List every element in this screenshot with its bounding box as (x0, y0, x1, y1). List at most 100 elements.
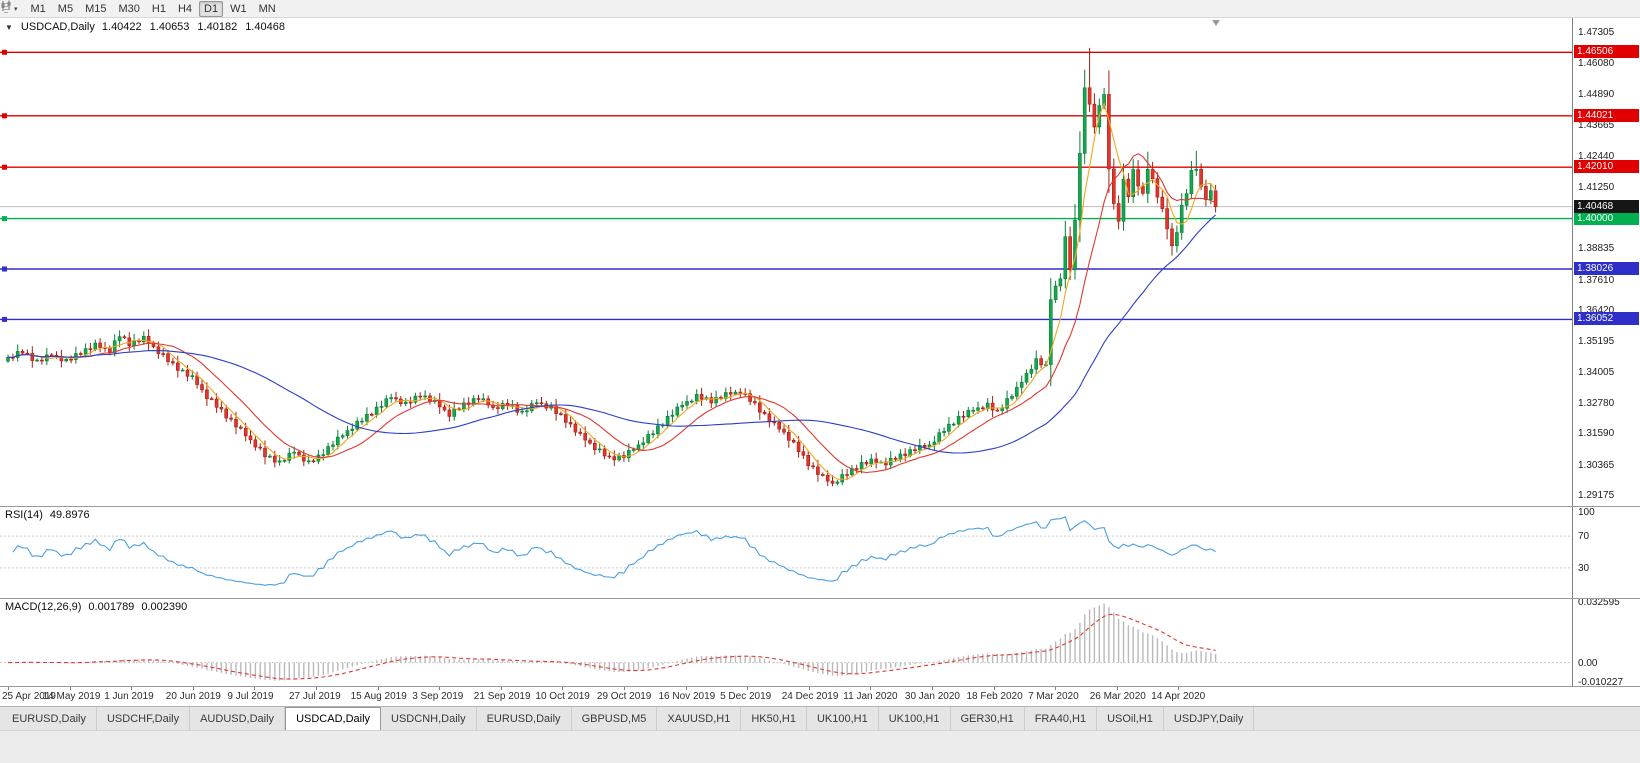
candlestick-chart-icon (1, 0, 11, 11)
chart-type-dropdown[interactable]: ▾ (1, 0, 18, 13)
rsi-label: RSI(14) 49.8976 (5, 509, 90, 521)
timeframe-button-m30[interactable]: M30 (118, 2, 140, 15)
quote-open: 1.40422 (101, 21, 142, 33)
price-tick-label: 1.41250 (1578, 181, 1615, 193)
chart-tab-xauusd-h1[interactable]: XAUUSD,H1 (657, 707, 742, 730)
date-label: 16 Nov 2019 (658, 691, 716, 702)
time-tick (993, 687, 995, 690)
date-label: 1 Jun 2019 (104, 691, 154, 702)
level-price-badge: 1.36052 (1574, 312, 1639, 326)
time-tick (747, 687, 749, 690)
macd-panel[interactable]: MACD(12,26,9) 0.001789 0.002390 (0, 598, 1572, 686)
timeframe-button-m15[interactable]: M15 (85, 2, 107, 15)
chart-tab-audusd-daily[interactable]: AUDUSD,Daily (190, 707, 286, 730)
price-tick-label: 1.35195 (1578, 336, 1615, 348)
time-tick (623, 687, 625, 690)
time-tick (500, 687, 502, 690)
chart-tab-gbpusd-m5[interactable]: GBPUSD,M5 (571, 707, 658, 730)
level-price-badge: 1.40000 (1574, 211, 1639, 225)
date-label: 11 Jan 2020 (843, 691, 898, 702)
macd-label: MACD(12,26,9) 0.001789 0.002390 (5, 601, 187, 613)
price-tick-label: 1.43665 (1578, 119, 1615, 131)
time-tick (254, 687, 256, 690)
date-label: 3 Sep 2019 (412, 691, 464, 702)
time-tick (685, 687, 687, 690)
chart-shift-marker[interactable] (1212, 20, 1220, 26)
level-price-badge: 1.38026 (1574, 262, 1639, 275)
chart-tab-eurusd-daily[interactable]: EURUSD,Daily (476, 707, 572, 730)
price-tick-label: 1.46080 (1578, 58, 1615, 70)
time-tick (1055, 687, 1057, 690)
chart-tab-fra40-h1[interactable]: FRA40,H1 (1024, 707, 1098, 730)
main-chart-panel[interactable]: ▼ USDCAD,Daily 1.40422 1.40653 1.40182 1… (0, 18, 1572, 506)
price-tick-label: 1.34005 (1578, 366, 1615, 378)
price-tick-label: 1.47305 (1578, 26, 1615, 38)
timeframes-toolbar: ▾ M1 M5 M15 M30 H1 H4 D1 W1 MN (0, 0, 1640, 18)
toolbar-grip-handle[interactable] (4, 2, 8, 15)
macd-tick-label: -0.010227 (1578, 676, 1624, 688)
price-tick-label: 1.32780 (1578, 398, 1615, 409)
rsi-chart[interactable] (0, 506, 1572, 598)
price-tick-label: 1.30365 (1578, 459, 1615, 471)
time-tick (1116, 687, 1118, 690)
chart-tab-usdjpy-daily[interactable]: USDJPY,Daily (1163, 707, 1255, 730)
rsi-panel[interactable]: RSI(14) 49.8976 (0, 506, 1572, 598)
chart-tab-usdchf-daily[interactable]: USDCHF,Daily (96, 707, 191, 730)
date-label: 29 Oct 2019 (596, 691, 652, 702)
timeframe-button-w1[interactable]: W1 (230, 2, 247, 15)
time-tick (439, 687, 441, 690)
chart-tab-ger30-h1[interactable]: GER30,H1 (950, 707, 1025, 730)
date-label: 18 Feb 2020 (966, 691, 1023, 702)
macd-chart[interactable] (0, 598, 1572, 686)
quote-low: 1.40182 (197, 21, 238, 33)
panel-separator[interactable] (0, 506, 1640, 507)
chart-tab-uk100-h1[interactable]: UK100,H1 (878, 707, 951, 730)
candles (6, 47, 1218, 487)
chart-tab-usoil-h1[interactable]: USOil,H1 (1097, 707, 1164, 730)
date-label: 21 Sep 2019 (473, 691, 531, 702)
rsi-value: 49.8976 (49, 509, 90, 521)
level-price-badge: 1.46506 (1574, 45, 1639, 59)
symbol-dropdown-icon[interactable]: ▼ (5, 22, 13, 32)
timeframe-button-h4[interactable]: H4 (177, 2, 193, 15)
panel-separator[interactable] (0, 598, 1640, 599)
time-tick (316, 687, 317, 690)
time-tick (69, 687, 71, 690)
date-label: 27 Jul 2019 (289, 691, 341, 702)
price-tick-label: 1.42440 (1578, 151, 1615, 163)
time-tick (1178, 687, 1180, 690)
chart-tab-hk50-h1[interactable]: HK50,H1 (741, 707, 807, 730)
time-tick (192, 687, 194, 690)
rsi-title: RSI(14) (5, 509, 43, 521)
timeframe-button-h1[interactable]: H1 (151, 2, 166, 15)
chevron-down-icon: ▾ (14, 5, 18, 13)
level-price-badge: 1.44021 (1574, 108, 1639, 122)
level-price-badge: 1.42010 (1574, 160, 1639, 174)
price-tick-label: 1.38835 (1578, 243, 1615, 255)
price-axis[interactable]: 1.47305 1.46080 1.44890 1.43665 1.42440 1.412… (1572, 18, 1640, 688)
time-tick (131, 687, 133, 690)
timeframe-button-m5[interactable]: M5 (57, 2, 74, 15)
chart-area: ▼ USDCAD,Daily 1.40422 1.40653 1.40182 1… (0, 18, 1640, 706)
date-label: 14 Apr 2020 (1151, 691, 1206, 702)
timeframe-buttons: M1 M5 M15 M30 H1 H4 D1 W1 MN (25, 0, 282, 17)
timeframe-button-d1[interactable]: D1 (199, 0, 224, 17)
ohlc-quote-line: ▼ USDCAD,Daily 1.40422 1.40653 1.40182 1… (5, 21, 285, 33)
quote-close: 1.40468 (245, 21, 285, 33)
candlestick-chart[interactable] (0, 18, 1572, 506)
chart-tab-eurusd-daily[interactable]: EURUSD,Daily (2, 707, 97, 730)
time-tick (8, 687, 9, 690)
date-label: 26 Mar 2020 (1089, 691, 1146, 702)
timeframe-button-mn[interactable]: MN (258, 2, 276, 15)
timeframe-button-m1[interactable]: M1 (30, 2, 46, 15)
price-tick-label: 1.44890 (1578, 88, 1615, 100)
macd-value-signal: 0.002390 (141, 601, 188, 613)
chart-tabs-bar: EURUSD,Daily USDCHF,Daily AUDUSD,Daily USDC… (0, 706, 1640, 730)
quote-high: 1.40653 (149, 21, 190, 33)
chart-tab-usdcnh-daily[interactable]: USDCNH,Daily (381, 707, 477, 730)
chart-tab-usdcad-daily[interactable]: USDCAD,Daily (285, 707, 382, 730)
current-price-badge: 1.40468 (1574, 199, 1639, 213)
time-axis[interactable]: 25 Apr 2019 14 May 2019 1 Jun 2019 20 Jun 2… (0, 686, 1640, 706)
chart-tab-uk100-h1[interactable]: UK100,H1 (806, 707, 879, 730)
